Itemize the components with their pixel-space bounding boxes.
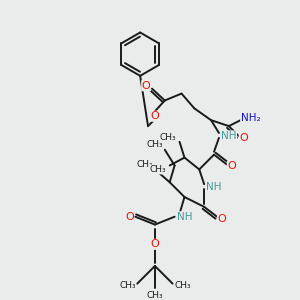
Text: O: O — [218, 214, 226, 224]
Text: CH₃: CH₃ — [119, 281, 136, 290]
Text: CH₃: CH₃ — [159, 134, 176, 142]
Text: NH: NH — [177, 212, 192, 222]
Text: NH: NH — [206, 182, 222, 192]
Text: O: O — [142, 81, 150, 91]
Text: NH₂: NH₂ — [241, 113, 260, 123]
Text: O: O — [151, 239, 159, 249]
Text: O: O — [239, 133, 248, 143]
Text: O: O — [227, 161, 236, 172]
Text: O: O — [125, 212, 134, 222]
Text: CH₃: CH₃ — [147, 291, 163, 300]
Text: CH₃: CH₃ — [150, 165, 166, 174]
Text: CH₃: CH₃ — [137, 160, 153, 169]
Text: O: O — [151, 111, 159, 121]
Text: CH₃: CH₃ — [147, 140, 163, 149]
Text: CH₃: CH₃ — [174, 281, 191, 290]
Text: NH: NH — [221, 131, 237, 141]
